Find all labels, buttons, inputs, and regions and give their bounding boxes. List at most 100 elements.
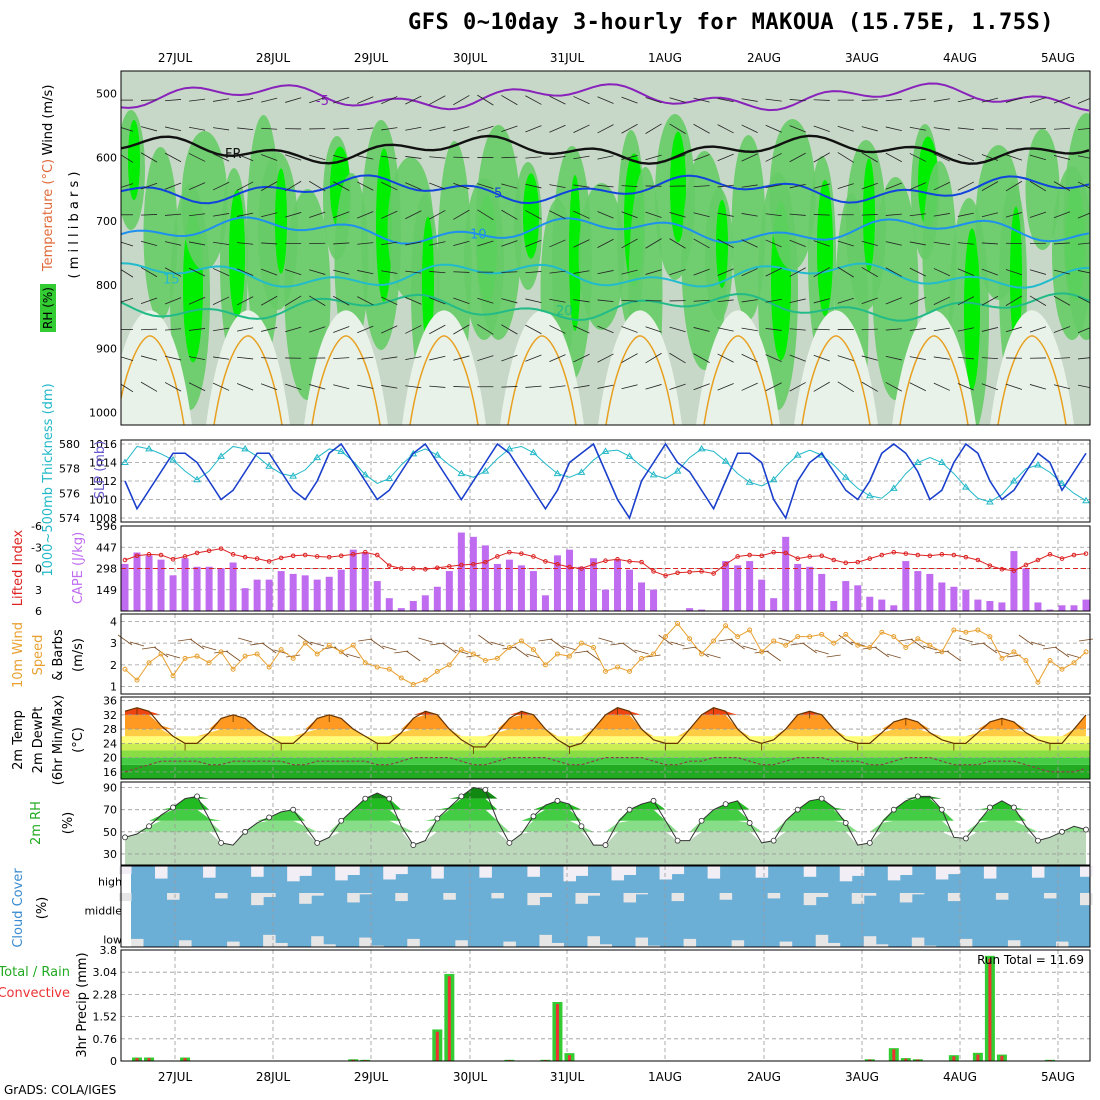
cape-bar <box>1070 605 1078 611</box>
wind-barb <box>213 327 230 332</box>
wind-barb-10m <box>598 637 613 643</box>
wind-barb <box>1077 242 1090 245</box>
date-bottom-4: 31JUL <box>550 1070 585 1084</box>
wind-point <box>1059 666 1065 672</box>
wind-barb <box>981 127 998 130</box>
wind-barb <box>669 154 686 161</box>
wind-barb <box>164 297 182 305</box>
wind-barb <box>236 383 254 391</box>
wind-barb <box>885 241 902 246</box>
wind-barb <box>861 381 878 392</box>
wind-barb-10m <box>730 638 745 650</box>
wind-point <box>1071 660 1077 666</box>
wind-barb <box>717 212 734 217</box>
wind-barb-10m <box>790 642 805 646</box>
rh-point <box>506 839 513 846</box>
wind-barb <box>477 209 494 221</box>
wind-barb <box>933 213 950 217</box>
wind-barb <box>477 297 494 304</box>
li-point <box>411 566 416 571</box>
wind-barb-10m <box>1078 638 1094 642</box>
wind-barb <box>308 295 326 306</box>
wind-barb <box>501 209 518 220</box>
li-point <box>158 552 164 558</box>
temp-ytick-24: 24 <box>103 737 117 750</box>
wind-barb <box>212 296 230 305</box>
temp-ylabel-1: 2m Temp <box>11 710 26 770</box>
cloud-clear-cell <box>683 938 697 947</box>
wind-barb-10m <box>838 634 853 646</box>
wind-barb <box>1053 155 1071 160</box>
li-point <box>507 549 512 555</box>
cape-bar <box>914 571 922 611</box>
rh-point <box>842 820 849 826</box>
rh-point <box>170 804 176 811</box>
wind-barb-10m <box>634 649 649 655</box>
wind-barb <box>717 184 734 188</box>
cloud-clear-cell <box>911 937 925 947</box>
cloud-clear-cell <box>179 940 192 947</box>
wind-barb <box>261 127 278 130</box>
cloud-panel: high middle low Cloud Cover (%) <box>11 865 1093 948</box>
wind-barb <box>741 268 758 277</box>
wind-barb-10m <box>814 649 829 655</box>
wind-barb <box>453 95 470 106</box>
li-point <box>447 564 452 569</box>
wind-barb <box>1077 384 1090 389</box>
dry-plume <box>206 310 290 425</box>
wind-barb <box>669 238 686 249</box>
cape-bar <box>133 552 141 611</box>
wind-point <box>939 649 945 655</box>
wind-barb <box>285 212 302 218</box>
wind-point <box>494 655 500 661</box>
li-ylabel: Lifted Index <box>11 529 26 606</box>
ua-label-temp: Temperature (°C) <box>41 159 56 272</box>
temp-contour-25 <box>605 335 675 425</box>
cloud-clear-cell <box>215 893 228 899</box>
wind-barb <box>909 213 926 217</box>
li-point <box>1035 557 1041 563</box>
cloud-row-label-low: low <box>103 934 122 947</box>
li-ytick--3: -3 <box>31 541 42 554</box>
wind-barb <box>549 210 566 220</box>
wind-barb <box>141 214 158 216</box>
cape-bar <box>505 559 513 611</box>
dry-plume <box>121 310 192 425</box>
thickness-point <box>457 469 466 477</box>
precip-conv-bar <box>988 958 992 1061</box>
temp-contour <box>121 262 1090 289</box>
li-point <box>326 554 332 560</box>
wind-barb <box>957 327 974 332</box>
li-point <box>314 554 320 559</box>
wind-barb <box>261 357 278 360</box>
wind-barb <box>429 241 446 246</box>
wind-barb <box>573 385 590 389</box>
wind-barb <box>933 181 951 191</box>
wind-point <box>122 666 128 672</box>
cape-bar <box>650 589 658 611</box>
wind-point <box>1035 679 1041 685</box>
contour-label: -5 <box>316 94 329 109</box>
wind-barb <box>813 381 830 392</box>
wind-barb <box>1077 98 1090 104</box>
wind-barb <box>453 386 470 388</box>
wind-point <box>687 636 693 642</box>
cloud-clear-cell <box>575 866 588 876</box>
wind-barb <box>308 180 326 192</box>
wind-barb <box>261 242 278 245</box>
wind-barb <box>933 127 950 131</box>
wind-point <box>242 653 248 659</box>
wind-barb <box>285 154 302 161</box>
cloud-clear-cell <box>359 893 372 895</box>
cape-bar <box>794 563 802 611</box>
wind-barb <box>765 184 782 189</box>
wind-barb <box>405 126 422 131</box>
wind-barb <box>501 271 518 273</box>
wind-barb <box>188 153 206 162</box>
wind-barb <box>597 211 614 219</box>
temp-contour-25 <box>997 335 1067 425</box>
date-top-2: 29JUL <box>354 51 389 65</box>
cape-bar <box>469 536 477 611</box>
temp-band <box>121 736 1090 744</box>
thickness-point <box>625 452 634 459</box>
